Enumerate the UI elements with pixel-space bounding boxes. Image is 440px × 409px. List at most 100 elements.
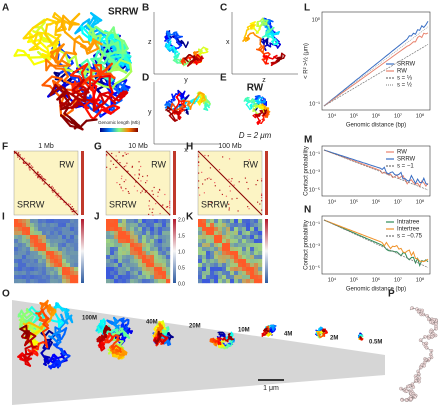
map-cell [138, 255, 143, 260]
chain [50, 75, 63, 80]
chain [76, 96, 87, 103]
colorbar-tick: 0.0 [178, 281, 185, 287]
map-cell [38, 267, 43, 272]
map-cell [22, 279, 27, 284]
map-cell [118, 251, 123, 256]
map-cell [58, 259, 63, 264]
y-tick-label: 10⁰ [312, 16, 321, 23]
map-cell [30, 243, 35, 248]
map-cell [142, 271, 147, 276]
map-cell [126, 263, 131, 268]
map-cell [38, 251, 43, 256]
map-cell [74, 223, 79, 228]
chain [92, 101, 106, 112]
contact [152, 214, 154, 216]
contact [169, 202, 171, 204]
map-cell [130, 251, 135, 256]
map-cell [230, 255, 235, 260]
contact [134, 174, 136, 176]
map-cell [142, 267, 147, 272]
map-cell [66, 251, 71, 256]
map-cell [214, 223, 219, 228]
legend-label: s = ½ [397, 82, 412, 89]
contact [204, 154, 206, 157]
map-cell [66, 275, 71, 280]
contact [40, 176, 42, 178]
colorbar [81, 151, 84, 215]
contact [118, 151, 120, 153]
contact [127, 190, 129, 193]
map-cell [210, 271, 215, 276]
contact [228, 158, 231, 160]
map-cell [222, 267, 227, 272]
map-cell [114, 267, 119, 272]
map-cell [238, 255, 243, 260]
map-cell [162, 235, 167, 240]
map-cell [162, 231, 167, 236]
map-cell [114, 243, 119, 248]
x-tick-label: 10⁵ [350, 112, 358, 119]
contact [198, 172, 200, 174]
map-cell [246, 235, 251, 240]
contact [157, 195, 159, 197]
contact [148, 200, 151, 202]
map-cell [34, 235, 39, 240]
map-cell [138, 223, 143, 228]
map-cell [122, 271, 127, 276]
contact [120, 186, 122, 188]
contact [222, 156, 224, 158]
map-cell [126, 251, 131, 256]
map-cell [254, 219, 259, 224]
contact [28, 166, 30, 168]
y-tick-label: 10⁻¹ [309, 101, 320, 107]
map-cell [258, 255, 263, 260]
map-cell [22, 239, 27, 244]
map-cell [214, 235, 219, 240]
chain [96, 53, 105, 67]
map-cell [250, 275, 255, 280]
map-cell [110, 259, 115, 264]
map-cell [114, 271, 119, 276]
o-size: 2M [330, 336, 338, 342]
map-cell [162, 227, 167, 232]
map-upper: RW [243, 159, 258, 169]
legend-label: s = −1 [397, 164, 414, 170]
map-cell [130, 255, 135, 260]
map-cell [146, 235, 151, 240]
map-cell [134, 247, 139, 252]
curve [323, 149, 429, 185]
map-cell [34, 279, 39, 284]
map-cell [222, 251, 227, 256]
chain [70, 12, 81, 23]
map-cell [114, 279, 119, 284]
contact [27, 163, 29, 165]
map-cell [62, 263, 67, 268]
chain [60, 313, 65, 322]
map-cell [154, 223, 159, 228]
chain [114, 77, 127, 85]
chain [50, 360, 59, 367]
map-cell [250, 243, 255, 248]
map-cell [26, 267, 31, 272]
map-cell [74, 227, 79, 232]
map-cell [66, 239, 71, 244]
map-cell [150, 267, 155, 272]
map-cell [166, 259, 171, 264]
map-cell [218, 247, 223, 252]
map-cell [70, 231, 75, 236]
map-cell [30, 231, 35, 236]
map-cell [58, 275, 63, 280]
map-cell [130, 219, 135, 224]
map-cell [18, 223, 23, 228]
e-diameter: D = 2 μm [239, 131, 272, 140]
map-cell [62, 259, 67, 264]
chain [89, 12, 98, 20]
map-cell [18, 239, 23, 244]
map-cell [46, 255, 51, 260]
map-cell [22, 227, 27, 232]
contact [65, 201, 67, 204]
map-cell [258, 279, 263, 284]
map-cell [210, 275, 215, 280]
map-cell [54, 263, 59, 268]
map-cell [250, 267, 255, 272]
